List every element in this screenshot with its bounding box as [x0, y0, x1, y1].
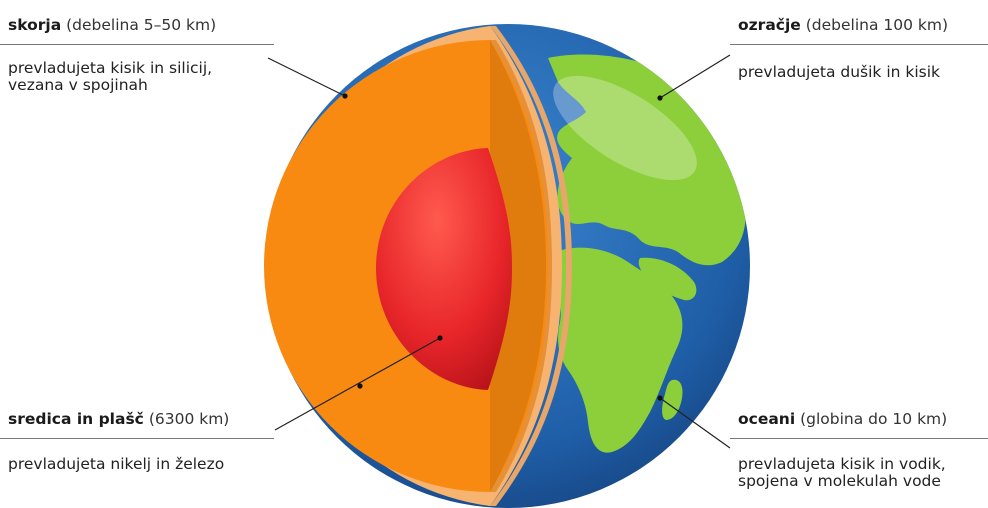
core-dot: [437, 335, 443, 341]
oceans-divider: [730, 438, 988, 439]
core-mantle-title: sredica in plašč: [8, 410, 144, 428]
mantle-cut-face-shade: [490, 40, 546, 492]
oceans-detail: (globina do 10 km): [800, 410, 948, 428]
oceans-dot: [657, 395, 663, 401]
oceans-leader-line: [659, 397, 731, 449]
mantle-dot: [357, 383, 363, 389]
core-mantle-leader-line: [274, 337, 441, 431]
africa-landmass: [556, 247, 683, 453]
leader-lines: [267, 54, 731, 449]
crust-title: skorja: [8, 16, 62, 34]
atmosphere-label: ozračje (debelina 100 km): [738, 16, 948, 34]
crust-detail: (debelina 5–50 km): [66, 16, 217, 34]
atmosphere-title: ozračje: [738, 16, 801, 34]
crust-dot: [342, 93, 348, 99]
oceans-title: oceani: [738, 410, 796, 428]
leader-dots: [342, 93, 663, 401]
oceans-description: prevladujeta kisik in vodik, spojena v m…: [738, 456, 946, 490]
atmosphere-dot: [657, 95, 663, 101]
core-layer: [376, 148, 512, 390]
core-mantle-description: prevladujeta nikelj in železo: [8, 456, 224, 473]
core-mantle-label: sredica in plašč (6300 km): [8, 410, 229, 428]
atmosphere-leader-line: [659, 54, 731, 99]
crust-desc-line2: vezana v spojinah: [8, 76, 148, 94]
arabia-landmass: [638, 257, 697, 301]
crust-leader-line: [267, 57, 346, 97]
core-mantle-desc-line1: prevladujeta nikelj in železo: [8, 455, 225, 473]
crust-description: prevladujeta kisik in silicij, vezana v …: [8, 60, 212, 94]
cloud-highlight: [553, 75, 697, 181]
crust-label: skorja (debelina 5–50 km): [8, 16, 216, 34]
oceans-label: oceani (globina do 10 km): [738, 410, 947, 428]
oceans-desc-line1: prevladujeta kisik in vodik,: [738, 455, 946, 473]
mantle-shadow-wedge: [490, 40, 552, 492]
atmosphere-description: prevladujeta dušik in kisik: [738, 64, 940, 81]
oceans-desc-line2: spojena v molekulah vode: [738, 472, 941, 490]
core-mantle-detail: (6300 km): [148, 410, 230, 428]
crust-divider: [0, 44, 274, 45]
atmosphere-divider: [730, 44, 988, 45]
core-mantle-divider: [0, 438, 274, 439]
crust-desc-line1: prevladujeta kisik in silicij,: [8, 59, 213, 77]
crust-cut-rim: [490, 26, 572, 506]
atmosphere-detail: (debelina 100 km): [805, 16, 949, 34]
atmosphere-desc-line1: prevladujeta dušik in kisik: [738, 63, 941, 81]
